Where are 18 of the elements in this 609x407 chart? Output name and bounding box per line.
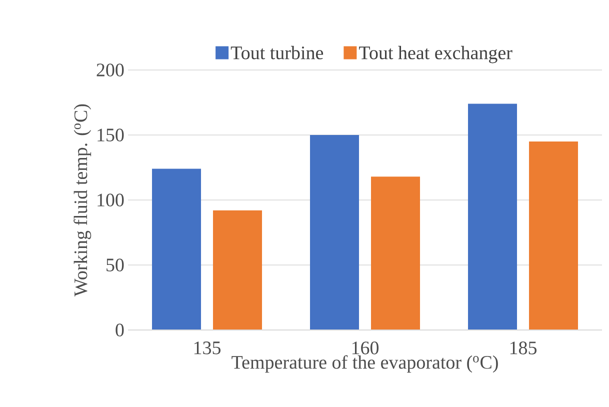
legend-label: Tout heat exchanger <box>359 46 512 64</box>
x-tick-label: 160 <box>352 342 379 354</box>
y-axis-title: Working fluid temp. ($^{o}$C) <box>74 104 92 296</box>
y-tick-label: 50 <box>106 258 124 272</box>
bar <box>152 168 202 330</box>
x-tick-label: 135 <box>194 342 221 354</box>
bar <box>371 176 420 330</box>
bar <box>529 141 578 330</box>
y-tick-label: 200 <box>96 64 124 76</box>
bar <box>310 135 360 330</box>
legend-label: Tout turbine <box>230 46 324 60</box>
bar <box>213 210 262 330</box>
x-axis-title: Temperature of the evaporator ($^{o}$C) <box>232 355 498 373</box>
y-tick-label: 150 <box>98 128 124 142</box>
y-tick-label: 100 <box>98 194 124 206</box>
bar <box>468 104 518 330</box>
x-tick-label: 185 <box>510 342 537 354</box>
y-tick-label: 0 <box>116 324 124 336</box>
